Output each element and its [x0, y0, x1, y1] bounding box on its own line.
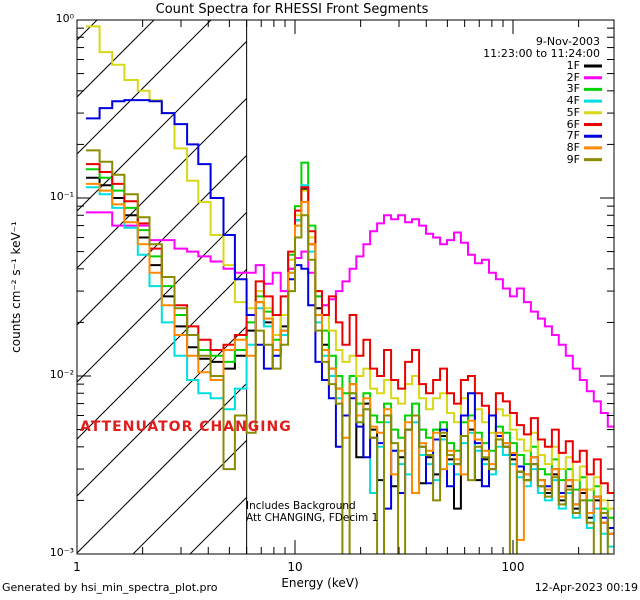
x-tick-label-2: 100 [501, 560, 525, 574]
y-tick-label-3: 10⁻³ [49, 546, 74, 559]
legend-item-2F: 2F [566, 70, 580, 84]
legend-item-4F: 4F [566, 94, 580, 108]
spectra-curves [86, 25, 614, 554]
spectrum-curve-6F [86, 163, 614, 494]
y-tick-label-0: 10⁰ [55, 12, 74, 25]
legend-item-5F: 5F [566, 105, 580, 119]
x-tick-label-1: 10 [287, 560, 303, 574]
attenuator-changing-annotation: ATTENUATOR CHANGING [80, 419, 292, 435]
x-axis-label: Energy (keV) [281, 576, 359, 590]
legend [584, 64, 602, 162]
generated-by-footer: Generated by hsi_min_spectra_plot.pro [2, 581, 218, 594]
y-axis-label: counts cm⁻² s⁻¹ keV⁻¹ [9, 221, 23, 353]
plot-title: Count Spectra for RHESSI Front Segments [155, 2, 429, 17]
includes-background-note: Includes Background [246, 500, 356, 512]
legend-item-1F: 1F [566, 59, 580, 72]
axes-ticks [76, 19, 615, 555]
legend-item-6F: 6F [566, 117, 580, 131]
spectrum-curve-2F [86, 211, 614, 439]
y-tick-label-1: 10⁻¹ [49, 190, 74, 203]
render-timestamp-footer: 12-Apr-2023 00:19 [534, 581, 638, 594]
spectrum-curve-5F [86, 25, 614, 510]
time-range: 11:23:00 to 11:24:00 [483, 47, 600, 60]
spectrum-curve-9F [86, 149, 614, 554]
legend-item-8F: 8F [566, 140, 580, 154]
legend-item-3F: 3F [566, 82, 580, 96]
att-changing-fdecim-note: Att CHANGING, FDecim 1 [246, 512, 379, 524]
observation-date: 9-Nov-2003 [535, 35, 600, 48]
y-tick-label-2: 10⁻² [49, 368, 74, 381]
legend-item-7F: 7F [566, 129, 580, 143]
legend-item-9F: 9F [566, 152, 580, 166]
x-tick-label-0: 1 [73, 560, 81, 574]
